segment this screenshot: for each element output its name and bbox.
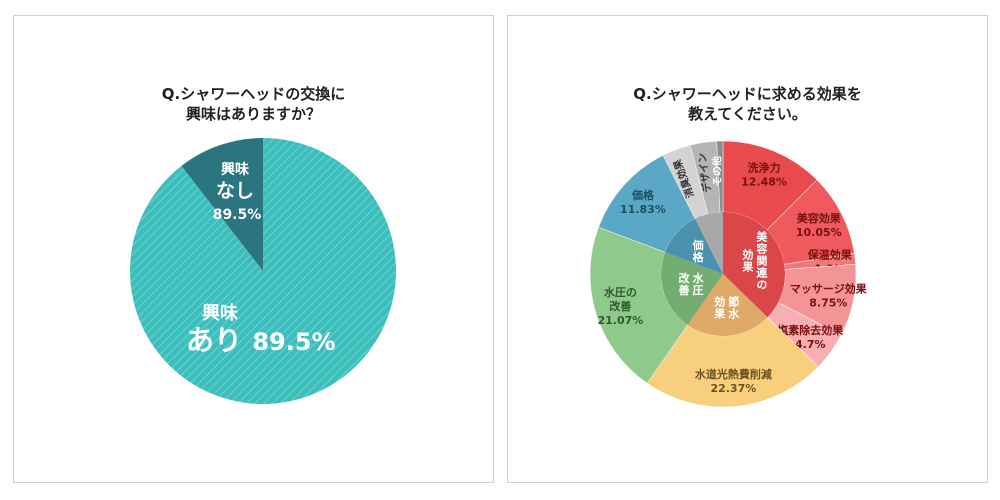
slice-label: 改善 [609, 299, 631, 313]
inner-slice-4 [695, 212, 723, 274]
inner-slice-label: 節水 [727, 295, 740, 320]
slice-label: 水道光熱費削減 [695, 367, 772, 381]
slice-label: 塩素除去効果 [777, 323, 843, 337]
title-line: Q.シャワーヘッドに求める効果を [633, 85, 862, 103]
slice-label: マッサージ効果 [790, 282, 867, 296]
slice-label: その他 [710, 156, 724, 186]
slice-value-label: 8.75% [809, 297, 847, 310]
inner-slice-2 [661, 252, 723, 325]
inner-slice-label: 美容関連の [755, 229, 769, 290]
inner-slice-3 [664, 218, 723, 274]
slice-label: なし [216, 180, 254, 202]
slice-label: 水圧の [604, 285, 637, 299]
title-line: Q.シャワーヘッドの交換に [161, 85, 346, 103]
chart-title: Q.シャワーヘッドの交換に 興味はありますか？ [14, 84, 493, 124]
slice-label: あり [186, 324, 242, 357]
slice-value-label: 21.07% [597, 314, 643, 327]
chart-panel-interest: Q.シャワーヘッドの交換に 興味はありますか？ 興味 あり 89.5% 興味 なし 89.… [13, 15, 494, 483]
slice-interest-yes [130, 138, 396, 404]
chart-panel-effects: Q.シャワーヘッドに求める効果を 教えてください。 洗浄力 12.48% 美容効果 1… [507, 15, 988, 483]
slice-label: 保温効果 [807, 248, 852, 262]
slice-label: 洗浄力 [748, 161, 781, 175]
slice-value-label: 10.05% [796, 226, 842, 239]
inner-slice-label: 改善 [677, 271, 690, 296]
slice-value-label: 89.5% [252, 328, 335, 356]
inner-slice-0 [723, 212, 785, 318]
title-line: 教えてください。 [688, 105, 807, 123]
donut-chart-effects: 洗浄力12.48%美容効果10.05%保温効果1.3%マッサージ効果8.75%塩… [589, 140, 867, 408]
slice-interest-no [181, 138, 263, 271]
inner-slice-label: 効果 [741, 247, 755, 272]
inner-slice-1 [687, 274, 768, 336]
slice-label: 興味 [221, 162, 249, 178]
inner-slice-label: 価格 [691, 238, 705, 263]
slice-label: 興味 [202, 302, 238, 324]
slice-value-label: 11.83% [620, 203, 666, 216]
slice-value-label: 12.48% [741, 176, 787, 189]
inner-slice-label: 効果 [713, 295, 727, 320]
slice-value-label: 89.5% [213, 207, 262, 223]
inner-slice-label: 水圧 [691, 271, 704, 296]
slice-value-label: 22.37% [710, 382, 756, 395]
slice-label: 美容効果 [797, 211, 841, 225]
slice-value-label: 4.7% [795, 338, 826, 351]
chart-title: Q.シャワーヘッドに求める効果を 教えてください。 [508, 84, 987, 124]
slice-label: 価格 [631, 188, 655, 202]
title-line: 興味はありますか？ [185, 105, 321, 123]
